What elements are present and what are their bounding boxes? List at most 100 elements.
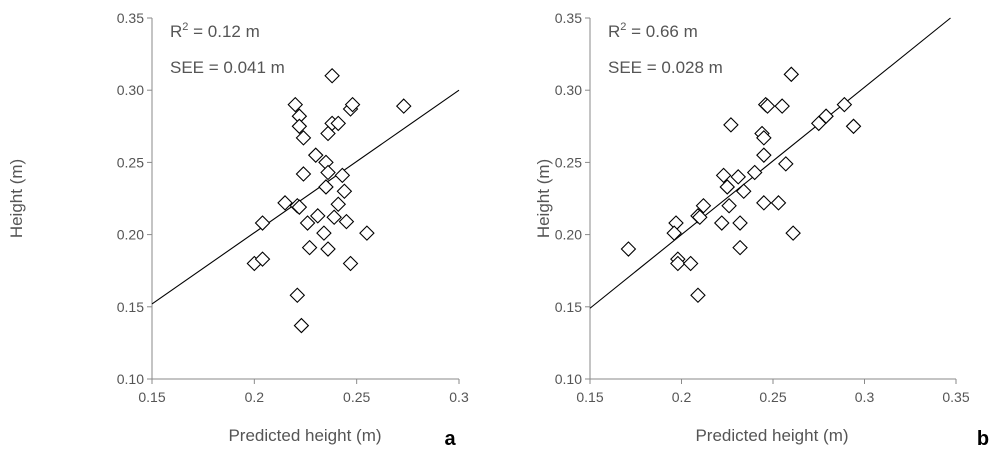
data-point — [320, 125, 336, 142]
r-squared-symbol: R — [608, 22, 620, 41]
x-axis-title: Predicted height (m) — [695, 426, 848, 445]
data-point — [291, 199, 308, 215]
y-tick-label: 0.35 — [117, 10, 144, 26]
data-point — [759, 98, 776, 114]
x-tick-label: 0.25 — [759, 389, 786, 405]
x-axis-title: Predicted height (m) — [228, 426, 381, 445]
scatter-panel-a: 0.10 0.15 0.20 0.25 0.30 0.35 0.15 0.2 0.25 0.3 Pr… — [7, 10, 469, 450]
y-tick-label: 0.15 — [117, 299, 144, 315]
data-point — [301, 239, 318, 256]
data-point — [735, 183, 752, 200]
data-point — [395, 98, 412, 114]
data-point — [326, 209, 342, 226]
regression-line — [589, 17, 951, 309]
y-tick-label: 0.35 — [555, 10, 582, 26]
data-point — [756, 195, 772, 211]
data-point — [277, 195, 293, 211]
data-point — [254, 251, 271, 267]
data-point — [682, 255, 699, 272]
data-point — [715, 167, 732, 184]
data-point — [324, 67, 340, 84]
data-point — [334, 167, 351, 184]
data-point — [338, 213, 355, 230]
data-point — [620, 241, 637, 257]
x-tick-label: 0.25 — [343, 389, 370, 405]
x-tick-label: 0.15 — [576, 389, 603, 405]
y-tick-label: 0.15 — [555, 299, 582, 315]
data-point — [307, 147, 324, 163]
data-point — [320, 164, 336, 181]
data-point — [293, 317, 310, 334]
data-point — [810, 115, 827, 132]
data-point — [713, 215, 730, 231]
x-tick-label: 0.2 — [245, 389, 265, 405]
data-point — [719, 179, 736, 195]
data-point — [746, 164, 763, 181]
y-tick-label: 0.10 — [555, 371, 582, 387]
x-tick-label: 0.15 — [138, 389, 165, 405]
y-tick-label: 0.25 — [555, 154, 582, 170]
data-point — [666, 225, 682, 241]
r-squared-superscript: 2 — [182, 21, 188, 33]
data-point — [291, 118, 308, 135]
r-squared-value: = 0.66 m — [626, 22, 697, 41]
data-point — [344, 96, 361, 113]
x-tick-label: 0.35 — [942, 389, 969, 405]
data-point — [359, 225, 375, 241]
data-point — [836, 96, 853, 113]
see-annotation: SEE = 0.041 m — [170, 58, 285, 77]
data-point — [721, 197, 737, 214]
data-point — [295, 130, 312, 146]
data-point — [732, 239, 748, 256]
y-tick-label: 0.30 — [117, 82, 144, 98]
data-point — [310, 208, 326, 224]
data-point — [783, 66, 800, 83]
r-squared-annotation: R2 = 0.12 m — [170, 21, 260, 41]
y-tick-label: 0.10 — [117, 371, 144, 387]
y-tick-label: 0.30 — [555, 82, 582, 98]
data-point — [756, 130, 772, 146]
y-tick-label: 0.20 — [555, 227, 582, 243]
data-point — [330, 196, 347, 213]
data-point — [289, 287, 306, 304]
x-tick-label: 0.2 — [672, 389, 692, 405]
r-squared-annotation: R2 = 0.66 m — [608, 21, 698, 41]
data-point — [770, 195, 787, 211]
data-point — [670, 255, 686, 272]
data-point — [287, 96, 304, 113]
data-point — [690, 287, 706, 304]
panel-label: b — [977, 428, 989, 450]
data-point — [730, 169, 747, 185]
regression-line — [151, 89, 460, 305]
data-point — [756, 147, 772, 163]
y-axis-title: Height (m) — [534, 159, 553, 238]
data-point — [845, 118, 862, 135]
data-point — [254, 215, 271, 231]
data-point — [336, 183, 353, 200]
panel-label: a — [444, 428, 456, 450]
data-point — [774, 98, 790, 114]
data-point — [295, 166, 312, 182]
data-point — [723, 117, 739, 133]
data-point — [320, 241, 336, 257]
see-annotation: SEE = 0.028 m — [608, 58, 723, 77]
x-tick-label: 0.3 — [855, 389, 875, 405]
y-tick-label: 0.20 — [117, 227, 144, 243]
r-squared-superscript: 2 — [620, 21, 626, 33]
data-point — [316, 225, 332, 241]
r-squared-value: = 0.12 m — [188, 22, 259, 41]
data-point — [692, 209, 708, 226]
data-point — [695, 197, 712, 214]
data-point — [318, 179, 334, 195]
data-point — [732, 215, 748, 231]
data-point — [299, 215, 316, 231]
y-axis-title: Height (m) — [7, 159, 26, 238]
r-squared-symbol: R — [170, 22, 182, 41]
data-point — [785, 225, 801, 241]
data-point — [778, 156, 794, 172]
x-tick-label: 0.3 — [449, 389, 469, 405]
y-tick-label: 0.25 — [117, 154, 144, 170]
scatter-panel-b: 0.10 0.15 0.20 0.25 0.30 0.35 0.15 0.2 0.25 0.3 0.… — [534, 10, 989, 450]
data-point — [330, 115, 347, 132]
